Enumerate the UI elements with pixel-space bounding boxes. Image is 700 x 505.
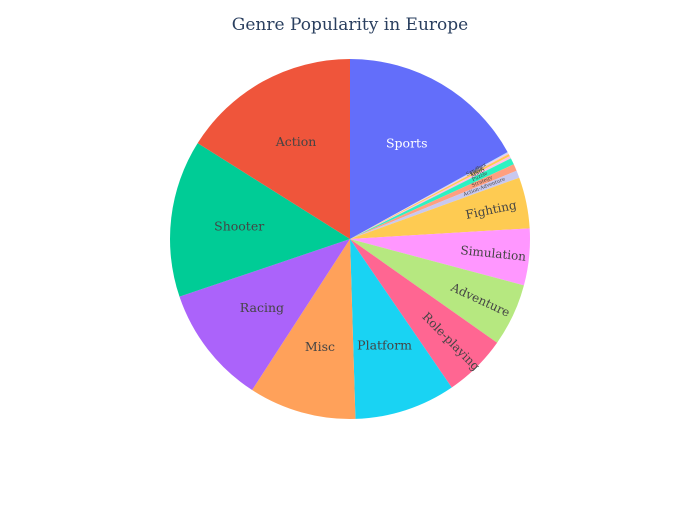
pie-slice-strategy[interactable] [350, 164, 517, 239]
pie-slice-simulation[interactable] [350, 228, 530, 286]
pie-slice-puzzle[interactable] [350, 158, 514, 239]
pie-slice-sandbox[interactable] [350, 152, 509, 239]
pie-slice-adventure[interactable] [350, 239, 524, 343]
slice-label-party: Party [469, 165, 484, 177]
pie-slice-racing[interactable] [179, 239, 350, 391]
slice-label-platform: Platform [357, 338, 412, 353]
slice-label-mmo: MMO [471, 168, 487, 180]
slice-label-sports: Sports [386, 135, 428, 150]
pie-slice-party[interactable] [350, 152, 509, 239]
pie-slice-action-adventure[interactable] [350, 170, 520, 239]
pie-slice-misc[interactable] [252, 239, 356, 419]
slice-label-action: Action [275, 134, 317, 149]
pie-slice-role-playing[interactable] [350, 239, 498, 388]
chart-title: Genre Popularity in Europe [232, 15, 468, 35]
pie-slice-fighting[interactable] [350, 177, 530, 239]
slice-label-racing: Racing [240, 300, 284, 315]
pie-slice-action[interactable] [197, 59, 350, 239]
slice-label-misc: Misc [305, 339, 335, 354]
slice-label-shooter: Shooter [214, 218, 264, 233]
pie-slice-mmo[interactable] [350, 156, 511, 239]
pie-slice-music[interactable] [350, 154, 510, 239]
pie-slice-shooter[interactable] [170, 143, 350, 297]
slice-label-simulation: Simulation [460, 243, 527, 264]
pie-slices [170, 59, 530, 419]
pie-slice-sports[interactable] [350, 59, 508, 239]
pie-slice-platform[interactable] [350, 239, 452, 419]
